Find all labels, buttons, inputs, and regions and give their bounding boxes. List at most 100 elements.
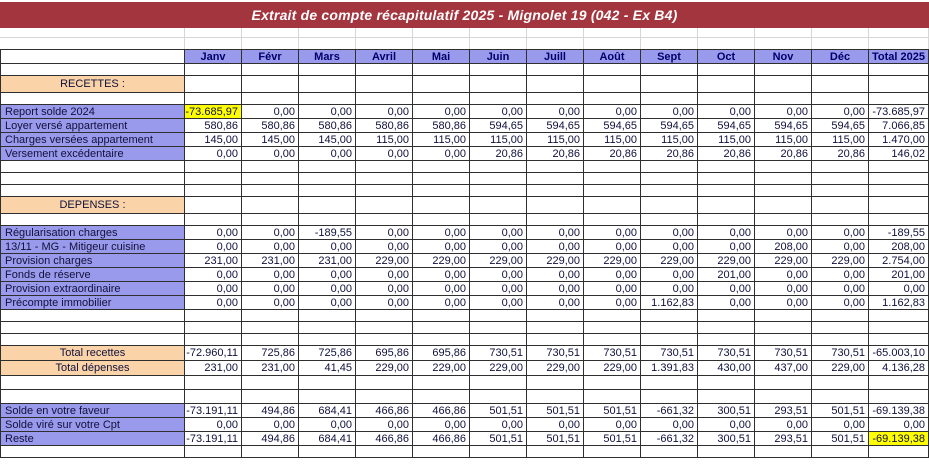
column-header-total[interactable]: Total 2025	[869, 49, 929, 64]
value-cell[interactable]: 20,86	[641, 147, 698, 161]
value-cell[interactable]: 0,00	[413, 226, 470, 240]
empty-cell[interactable]	[527, 390, 584, 404]
value-cell[interactable]: 594,65	[812, 119, 869, 133]
empty-cell[interactable]	[242, 76, 299, 93]
empty-cell[interactable]	[527, 376, 584, 390]
empty-cell[interactable]	[527, 93, 584, 105]
empty-cell[interactable]	[641, 376, 698, 390]
value-cell[interactable]: 730,51	[755, 346, 812, 361]
empty-cell[interactable]	[869, 390, 929, 404]
value-cell[interactable]: 293,51	[755, 404, 812, 418]
empty-cell[interactable]	[413, 197, 470, 214]
value-cell[interactable]: 0,00	[242, 226, 299, 240]
empty-cell[interactable]	[641, 64, 698, 76]
row-label-cell[interactable]: Précompte immobilier	[0, 296, 185, 310]
value-cell[interactable]: 0,00	[242, 105, 299, 119]
empty-cell[interactable]	[812, 310, 869, 322]
value-cell[interactable]: 594,65	[584, 119, 641, 133]
empty-cell[interactable]	[869, 173, 929, 185]
value-cell[interactable]: 229,00	[584, 254, 641, 268]
value-cell[interactable]: 0,00	[812, 240, 869, 254]
value-cell[interactable]: 0,00	[755, 282, 812, 296]
empty-cell[interactable]	[299, 185, 356, 197]
value-cell[interactable]: 684,41	[299, 404, 356, 418]
empty-cell[interactable]	[413, 446, 470, 458]
empty-cell[interactable]	[641, 310, 698, 322]
value-cell[interactable]: 115,00	[356, 133, 413, 147]
value-cell[interactable]: 0,00	[185, 240, 242, 254]
empty-cell[interactable]	[356, 446, 413, 458]
empty-cell[interactable]	[242, 310, 299, 322]
empty-cell[interactable]	[527, 64, 584, 76]
value-cell[interactable]: 146,02	[869, 147, 929, 161]
value-cell[interactable]: 115,00	[812, 133, 869, 147]
value-cell[interactable]: 0,00	[413, 418, 470, 432]
value-cell[interactable]: 115,00	[527, 133, 584, 147]
empty-cell[interactable]	[356, 322, 413, 334]
empty-cell[interactable]	[470, 64, 527, 76]
value-cell[interactable]: 0,00	[185, 282, 242, 296]
empty-cell[interactable]	[584, 93, 641, 105]
empty-cell[interactable]	[869, 310, 929, 322]
value-cell[interactable]: 0,00	[527, 240, 584, 254]
empty-cell[interactable]	[755, 376, 812, 390]
value-cell[interactable]: 594,65	[470, 119, 527, 133]
value-cell[interactable]: 231,00	[242, 361, 299, 376]
value-cell[interactable]: 730,51	[527, 346, 584, 361]
empty-cell[interactable]	[641, 322, 698, 334]
empty-cell[interactable]	[413, 322, 470, 334]
value-cell[interactable]: 0,00	[242, 147, 299, 161]
row-label-cell[interactable]: 13/11 - MG - Mitigeur cuisine	[0, 240, 185, 254]
empty-cell[interactable]	[698, 161, 755, 173]
value-cell[interactable]: 20,86	[584, 147, 641, 161]
empty-cell[interactable]	[527, 173, 584, 185]
empty-cell[interactable]	[0, 161, 185, 173]
value-cell[interactable]: 0,00	[641, 226, 698, 240]
row-label-cell[interactable]: Report solde 2024	[0, 105, 185, 119]
empty-cell[interactable]	[641, 390, 698, 404]
empty-cell[interactable]	[869, 214, 929, 226]
value-cell[interactable]: -72.960,11	[185, 346, 242, 361]
value-cell[interactable]: 0,00	[584, 296, 641, 310]
value-cell[interactable]: 580,86	[299, 119, 356, 133]
value-cell[interactable]: 0,00	[527, 418, 584, 432]
value-cell[interactable]: 20,86	[755, 147, 812, 161]
column-header-2[interactable]: Févr	[242, 49, 299, 64]
empty-cell[interactable]	[584, 76, 641, 93]
value-cell[interactable]: 0,00	[299, 296, 356, 310]
value-cell[interactable]: 0,00	[356, 296, 413, 310]
empty-cell[interactable]	[527, 185, 584, 197]
value-cell[interactable]: 1.162,83	[641, 296, 698, 310]
empty-cell[interactable]	[0, 173, 185, 185]
empty-cell[interactable]	[0, 185, 185, 197]
value-cell[interactable]: 231,00	[242, 254, 299, 268]
value-cell[interactable]: 0,00	[242, 296, 299, 310]
value-cell[interactable]: 0,00	[584, 105, 641, 119]
value-cell[interactable]: 0,00	[356, 105, 413, 119]
value-cell[interactable]: 229,00	[584, 361, 641, 376]
empty-cell[interactable]	[584, 446, 641, 458]
empty-cell[interactable]	[356, 197, 413, 214]
value-cell[interactable]: 0,00	[755, 296, 812, 310]
value-cell[interactable]: 0,00	[299, 147, 356, 161]
empty-cell[interactable]	[527, 334, 584, 346]
empty-cell[interactable]	[356, 93, 413, 105]
value-cell[interactable]: 1.470,00	[869, 133, 929, 147]
empty-cell[interactable]	[812, 93, 869, 105]
empty-cell[interactable]	[698, 173, 755, 185]
value-cell[interactable]: 695,86	[356, 346, 413, 361]
empty-cell[interactable]	[755, 185, 812, 197]
value-cell[interactable]: 0,00	[527, 268, 584, 282]
value-cell[interactable]: 437,00	[755, 361, 812, 376]
value-cell[interactable]: 0,00	[698, 282, 755, 296]
empty-cell[interactable]	[356, 64, 413, 76]
empty-cell[interactable]	[242, 390, 299, 404]
empty-cell[interactable]	[641, 173, 698, 185]
empty-cell[interactable]	[641, 334, 698, 346]
empty-cell[interactable]	[185, 161, 242, 173]
value-cell[interactable]: 229,00	[641, 254, 698, 268]
row-label-cell[interactable]: Reste	[0, 432, 185, 446]
row-label-cell[interactable]: Fonds de réserve	[0, 268, 185, 282]
empty-cell[interactable]	[641, 93, 698, 105]
value-cell[interactable]: 0,00	[641, 240, 698, 254]
